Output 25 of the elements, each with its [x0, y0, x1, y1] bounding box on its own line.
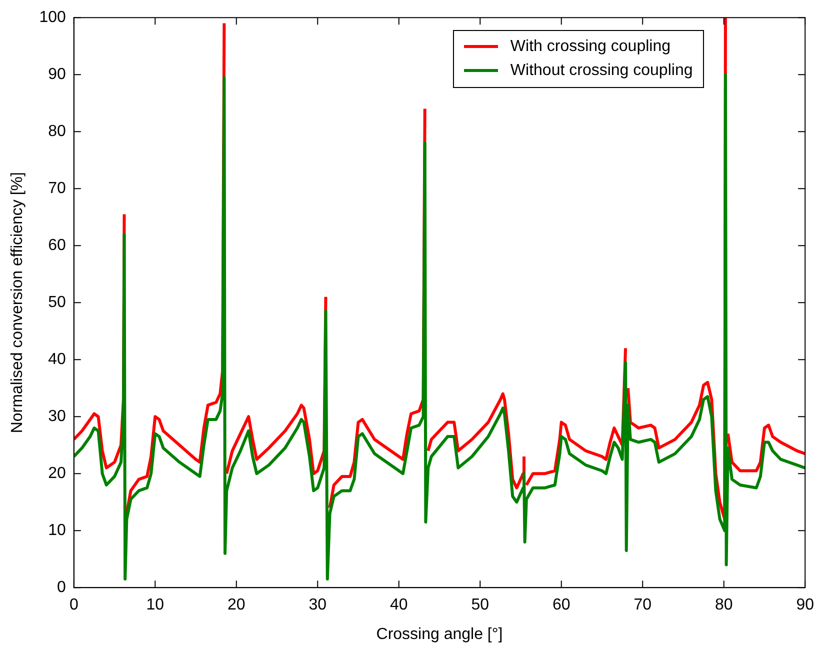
x-axis-title: Crossing angle [°] — [376, 626, 503, 643]
x-tick-label: 20 — [227, 596, 246, 614]
y-tick-label: 20 — [48, 465, 66, 482]
x-tick-label: 30 — [308, 596, 327, 614]
y-tick-label: 10 — [48, 522, 66, 540]
x-tick-label: 50 — [471, 596, 490, 614]
y-tick-label: 50 — [48, 294, 66, 312]
y-tick-label: 60 — [48, 237, 66, 254]
legend-label: Without crossing coupling — [510, 62, 693, 80]
y-tick-label: 70 — [48, 180, 66, 198]
y-tick-label: 0 — [56, 579, 66, 596]
legend-label: With crossing coupling — [510, 38, 670, 56]
y-tick-label: 30 — [48, 408, 66, 426]
x-tick-label: 70 — [634, 596, 652, 614]
x-tick-label: 40 — [390, 596, 408, 614]
x-tick-label: 0 — [69, 596, 78, 614]
y-axis-title: Normalised conversion efficiency [%] — [9, 172, 26, 434]
y-tick-label: 100 — [39, 9, 66, 26]
y-tick-label: 90 — [48, 66, 66, 84]
y-tick-label: 40 — [48, 351, 66, 368]
x-tick-label: 10 — [146, 596, 164, 614]
y-tick-label: 80 — [48, 123, 66, 140]
x-tick-label: 80 — [714, 596, 733, 614]
x-tick-label: 60 — [552, 596, 570, 614]
x-tick-label: 90 — [796, 596, 814, 614]
